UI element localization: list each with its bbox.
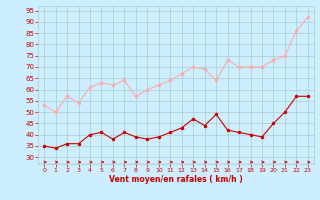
X-axis label: Vent moyen/en rafales ( km/h ): Vent moyen/en rafales ( km/h ) [109,175,243,184]
